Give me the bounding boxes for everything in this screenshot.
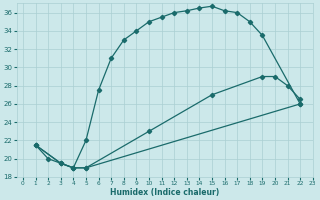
X-axis label: Humidex (Indice chaleur): Humidex (Indice chaleur) <box>110 188 219 197</box>
